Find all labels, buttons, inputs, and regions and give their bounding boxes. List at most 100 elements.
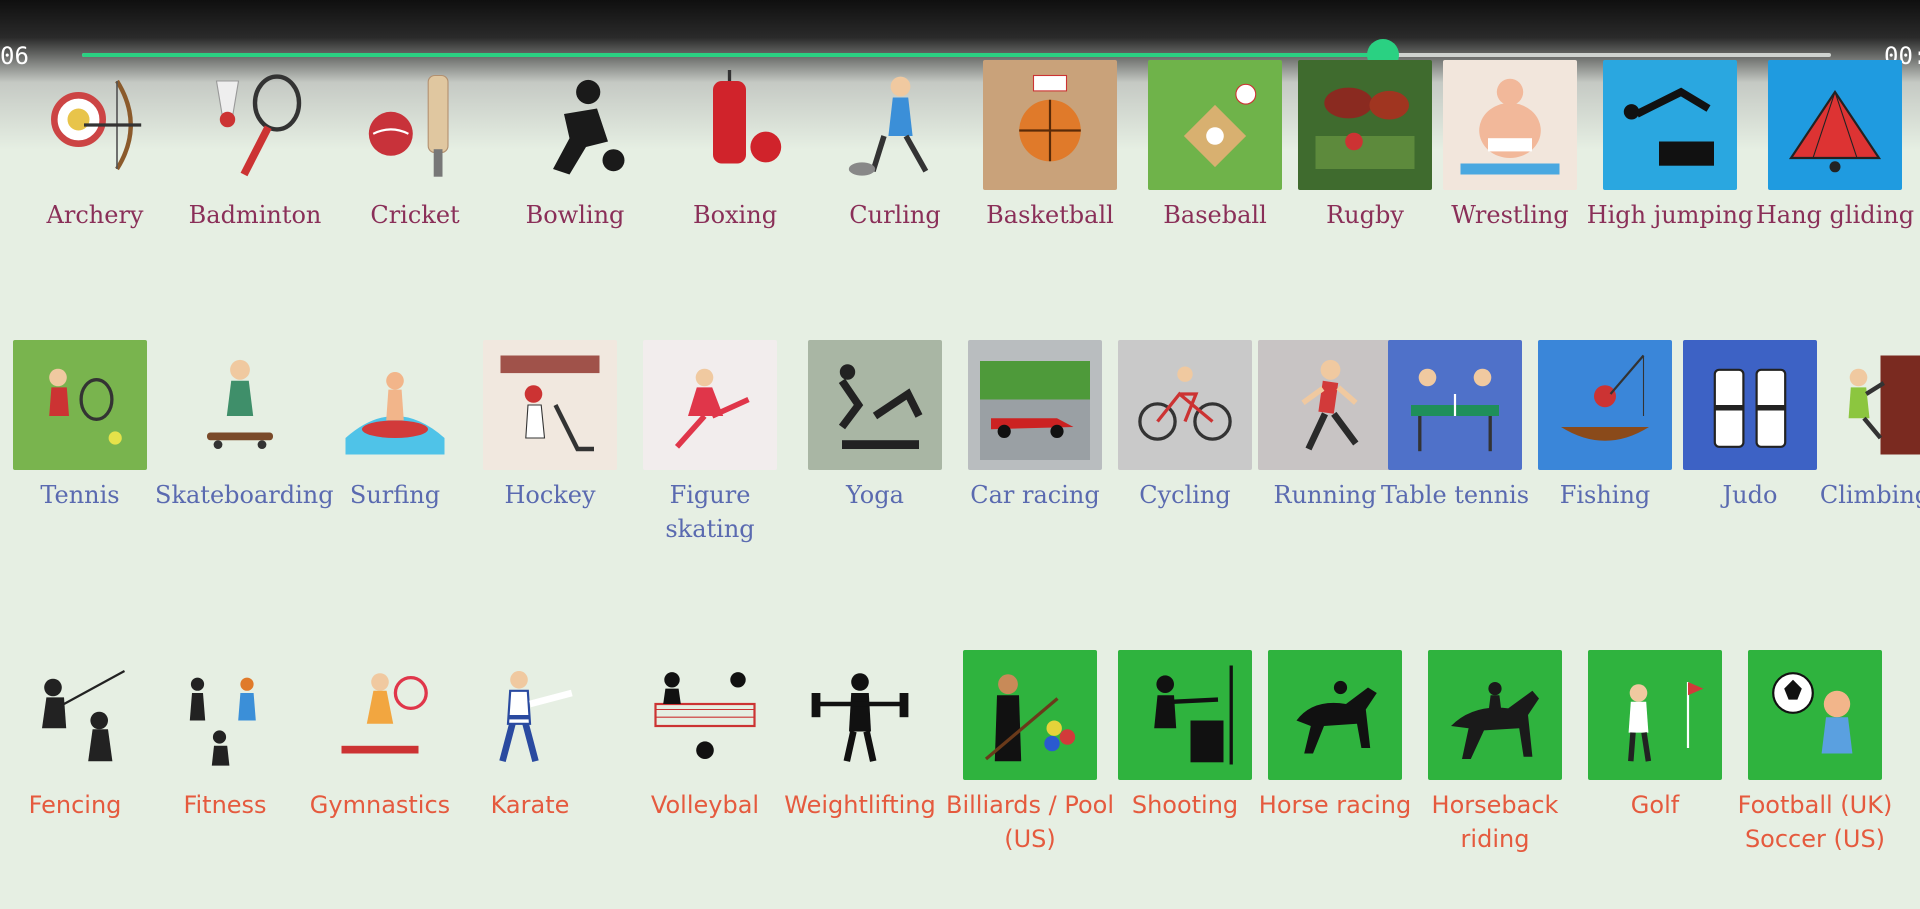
sport-label: Bowling [525,201,625,229]
sport-label: Hockey [504,481,596,509]
basketball-icon [983,60,1117,190]
sport-tile: High jumping [1587,50,1753,310]
sport-tile: Horseback riding [1420,640,1570,900]
sport-label: Judo [1722,481,1778,509]
sport-tile: Fitness [150,640,300,900]
sport-tile: Surfing [320,330,470,590]
karate-icon [463,650,597,780]
bicycle-icon [1118,340,1252,470]
rugby-icon [1298,60,1432,190]
sport-tile: Tennis [5,330,155,590]
sport-label: Football (UK) Soccer (US) [1737,791,1893,853]
sport-tile: Baseball [1140,50,1290,310]
sport-tile: Volleybal [630,640,780,900]
sport-label: Gymnastics [309,791,451,819]
wrestling-icon [1443,60,1577,190]
video-top-overlay [0,0,1920,150]
sport-label: Horse racing [1258,791,1412,819]
baseball-icon [1148,60,1282,190]
sport-label: Wrestling [1451,201,1569,229]
sport-tile: Judo [1675,330,1825,590]
sport-label: Climbing [1819,481,1920,509]
sport-label: Horseback riding [1431,791,1559,853]
sport-tile: Climbing [1800,330,1920,590]
sport-tile: Weightlifting [784,640,936,900]
fencing-icon [8,650,142,780]
badminton-icon [188,60,322,190]
sport-label: Skateboarding [155,481,334,509]
running-icon [1258,340,1392,470]
sport-label: Table tennis [1380,481,1530,509]
boxing-icon [668,60,802,190]
sport-tile: Cricket [340,50,490,310]
sport-label: Tennis [40,481,120,509]
elapsed-time: 06 [0,42,29,70]
sport-label: Fitness [183,791,267,819]
progress-fill [82,53,1384,57]
judo-icon [1683,340,1817,470]
sport-label: Car racing [970,481,1100,509]
sport-label: Fishing [1559,481,1651,509]
sport-label: Boxing [692,201,778,229]
sport-label: Cycling [1139,481,1231,509]
sport-tile: Bowling [500,50,650,310]
race-car-icon [968,340,1102,470]
billiards-icon [963,650,1097,780]
horse-racing-icon [1268,650,1402,780]
sport-tile: Yoga [800,330,950,590]
sport-label: Basketball [986,201,1114,229]
sport-label: Badminton [188,201,322,229]
sport-tile: Billiards / Pool (US) [946,640,1114,900]
sport-tile: Curling [820,50,970,310]
sport-tile: Basketball [975,50,1125,310]
hockey-icon [483,340,617,470]
sport-tile: Figure skating [635,330,785,590]
climbing-icon [1808,340,1920,470]
surfing-icon [328,340,462,470]
sport-label: Karate [490,791,570,819]
sport-label: Shooting [1131,791,1239,819]
sport-tile: Skateboarding [155,330,334,590]
sport-label: Billiards / Pool (US) [945,791,1115,853]
sport-tile: Badminton [180,50,330,310]
bowling-icon [508,60,642,190]
archery-icon [28,60,162,190]
sport-label: Cricket [370,201,460,229]
sport-label: Baseball [1163,201,1267,229]
sport-label: Golf [1630,791,1680,819]
fishing-icon [1538,340,1672,470]
golf-icon [1588,650,1722,780]
sport-tile: Football (UK) Soccer (US) [1738,640,1892,900]
table-tennis-icon [1388,340,1522,470]
tennis-icon [13,340,147,470]
sport-label: Surfing [349,481,441,509]
hang-glider-icon [1768,60,1902,190]
sport-label: Running [1273,481,1377,509]
skateboard-icon [173,340,307,470]
sport-tile: Car racing [960,330,1110,590]
curling-icon [828,60,962,190]
sport-tile: Running [1250,330,1400,590]
yoga-icon [808,340,942,470]
sport-label: Curling [849,201,941,229]
high-jump-icon [1603,60,1737,190]
weightlifting-icon [793,650,927,780]
sport-tile: Gymnastics [305,640,455,900]
sport-tile: Cycling [1110,330,1260,590]
sport-label: Fencing [28,791,122,819]
sport-tile: Hang gliding [1756,50,1914,310]
sport-tile: Fishing [1530,330,1680,590]
sport-label: Rugby [1326,201,1404,229]
sport-label: Archery [46,201,144,229]
sport-tile: Archery [20,50,170,310]
sport-label: Figure skating [665,481,755,543]
sport-tile: Boxing [660,50,810,310]
sport-tile: Wrestling [1435,50,1585,310]
sport-label: High jumping [1586,201,1754,229]
horseback-riding-icon [1428,650,1562,780]
sport-tile: Shooting [1110,640,1260,900]
sport-tile: Horse racing [1259,640,1411,900]
sport-tile: Fencing [0,640,150,900]
shooting-icon [1118,650,1252,780]
cricket-icon [348,60,482,190]
